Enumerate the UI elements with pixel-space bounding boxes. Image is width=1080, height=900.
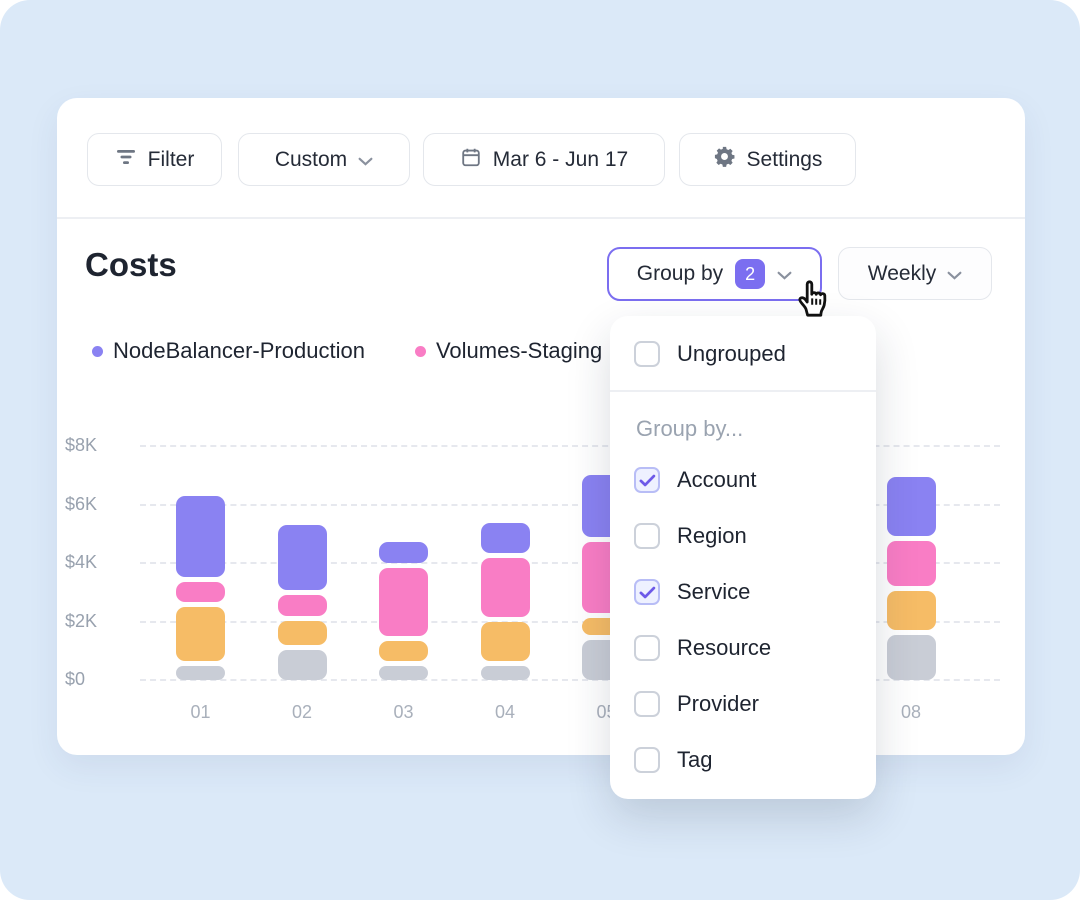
stacked-bar[interactable] xyxy=(480,523,530,680)
y-axis-tick-label: $2K xyxy=(65,610,98,631)
stacked-bar[interactable] xyxy=(277,525,327,680)
settings-label: Settings xyxy=(746,147,823,171)
bar-segment xyxy=(176,607,225,661)
bar-segment xyxy=(480,666,530,680)
menu-item-account[interactable]: Account xyxy=(610,456,876,504)
group-by-dropdown[interactable]: Group by 2 xyxy=(607,247,822,301)
menu-item-label: Region xyxy=(677,523,747,548)
menu-section-label: Group by... xyxy=(636,416,744,441)
date-range-button[interactable]: Mar 6 - Jun 17 xyxy=(423,133,665,186)
menu-item-ungrouped[interactable]: Ungrouped xyxy=(610,332,876,376)
legend-label: NodeBalancer-Production xyxy=(113,338,365,363)
filter-icon xyxy=(115,148,137,172)
bar-segment xyxy=(480,523,530,553)
ungrouped-checkbox[interactable] xyxy=(634,341,660,367)
interval-dropdown[interactable]: Weekly xyxy=(838,247,992,300)
x-axis-tick-label: 04 xyxy=(494,702,516,722)
x-axis-tick-label: 02 xyxy=(291,702,313,722)
menu-divider xyxy=(610,390,876,392)
checkbox-checked[interactable] xyxy=(634,467,660,493)
menu-item-provider[interactable]: Provider xyxy=(610,680,876,728)
bar-segment xyxy=(379,666,428,680)
menu-item-label: Account xyxy=(677,467,757,492)
bar-segment xyxy=(277,650,327,680)
bar-segment xyxy=(277,525,327,590)
group-by-count-badge: 2 xyxy=(735,259,766,289)
menu-item-region[interactable]: Region xyxy=(610,512,876,560)
bar-segment xyxy=(886,541,936,586)
bar-segment xyxy=(176,666,225,680)
bar-segment xyxy=(480,622,530,661)
legend-item[interactable]: Volumes-Staging xyxy=(414,338,603,364)
costs-card: Filter Custom Mar 6 - Jun 17 Settings xyxy=(57,98,1025,755)
gridline xyxy=(140,562,1000,564)
y-axis-tick-label: $4K xyxy=(65,552,98,572)
bar-segment xyxy=(480,558,530,617)
chevron-down-icon xyxy=(358,148,373,172)
gear-icon xyxy=(713,145,736,174)
legend-dot-icon xyxy=(414,345,426,357)
hand-cursor-icon xyxy=(789,272,837,327)
chevron-down-icon xyxy=(777,262,792,286)
date-range-label: Mar 6 - Jun 17 xyxy=(492,147,629,171)
legend-item[interactable]: NodeBalancer-Production xyxy=(92,338,365,364)
x-axis-tick-label: 08 xyxy=(900,702,922,722)
y-axis-tick-label: $8K xyxy=(65,435,98,455)
chart-legend: NodeBalancer-Production Volumes-Staging xyxy=(92,338,602,364)
chevron-down-icon xyxy=(947,262,962,286)
bar-segment xyxy=(886,477,936,536)
gridline xyxy=(140,679,1000,681)
y-axis-tick-label: $0 xyxy=(65,669,86,689)
gridline xyxy=(140,620,1000,623)
x-axis-tick-label: 03 xyxy=(393,702,414,722)
stacked-bar[interactable] xyxy=(176,496,225,680)
bar-segment xyxy=(379,568,428,636)
settings-button[interactable]: Settings xyxy=(679,133,856,186)
checkbox-unchecked[interactable] xyxy=(634,523,660,549)
bar-segment xyxy=(379,641,428,661)
costs-chart: $8K$6K$4K$2K$00102030405060708 xyxy=(57,98,1025,755)
group-by-menu: Ungrouped Group by... Account Region Servi… xyxy=(610,316,876,799)
legend-label: Volumes-Staging xyxy=(435,338,603,363)
checkbox-unchecked[interactable] xyxy=(634,635,660,661)
bar-segment xyxy=(277,595,327,616)
interval-label: Weekly xyxy=(867,261,937,285)
y-axis-tick-label: $6K xyxy=(65,493,98,514)
page-title: Costs xyxy=(85,246,177,283)
ungrouped-label: Ungrouped xyxy=(677,341,786,366)
stacked-bar[interactable] xyxy=(886,477,936,680)
filter-button[interactable]: Filter xyxy=(87,133,222,186)
toolbar-divider xyxy=(57,217,1025,219)
legend-dot-icon xyxy=(92,345,103,357)
stacked-bar[interactable] xyxy=(379,542,428,680)
menu-item-service[interactable]: Service xyxy=(610,568,876,616)
x-axis-tick-label: 01 xyxy=(190,702,211,722)
menu-item-tag[interactable]: Tag xyxy=(610,736,876,784)
menu-item-resource[interactable]: Resource xyxy=(610,624,876,672)
menu-item-label: Resource xyxy=(677,635,772,660)
custom-dropdown[interactable]: Custom xyxy=(238,133,410,186)
bar-segment xyxy=(176,496,225,577)
bar-segment xyxy=(886,591,936,630)
menu-item-label: Tag xyxy=(677,747,713,772)
filter-label: Filter xyxy=(147,147,195,171)
gridline xyxy=(140,445,1000,447)
bar-segment xyxy=(379,542,428,563)
bar-segment xyxy=(277,621,327,645)
bar-segment xyxy=(886,635,936,680)
custom-label: Custom xyxy=(274,147,348,171)
group-by-label: Group by xyxy=(636,262,724,285)
bar-segment xyxy=(176,582,225,602)
menu-item-label: Service xyxy=(677,579,751,604)
checkbox-unchecked[interactable] xyxy=(634,747,660,773)
checkbox-unchecked[interactable] xyxy=(634,691,660,717)
checkbox-checked[interactable] xyxy=(634,579,660,605)
menu-item-label: Provider xyxy=(677,691,759,716)
calendar-icon xyxy=(460,146,482,174)
gridline xyxy=(140,503,1000,506)
